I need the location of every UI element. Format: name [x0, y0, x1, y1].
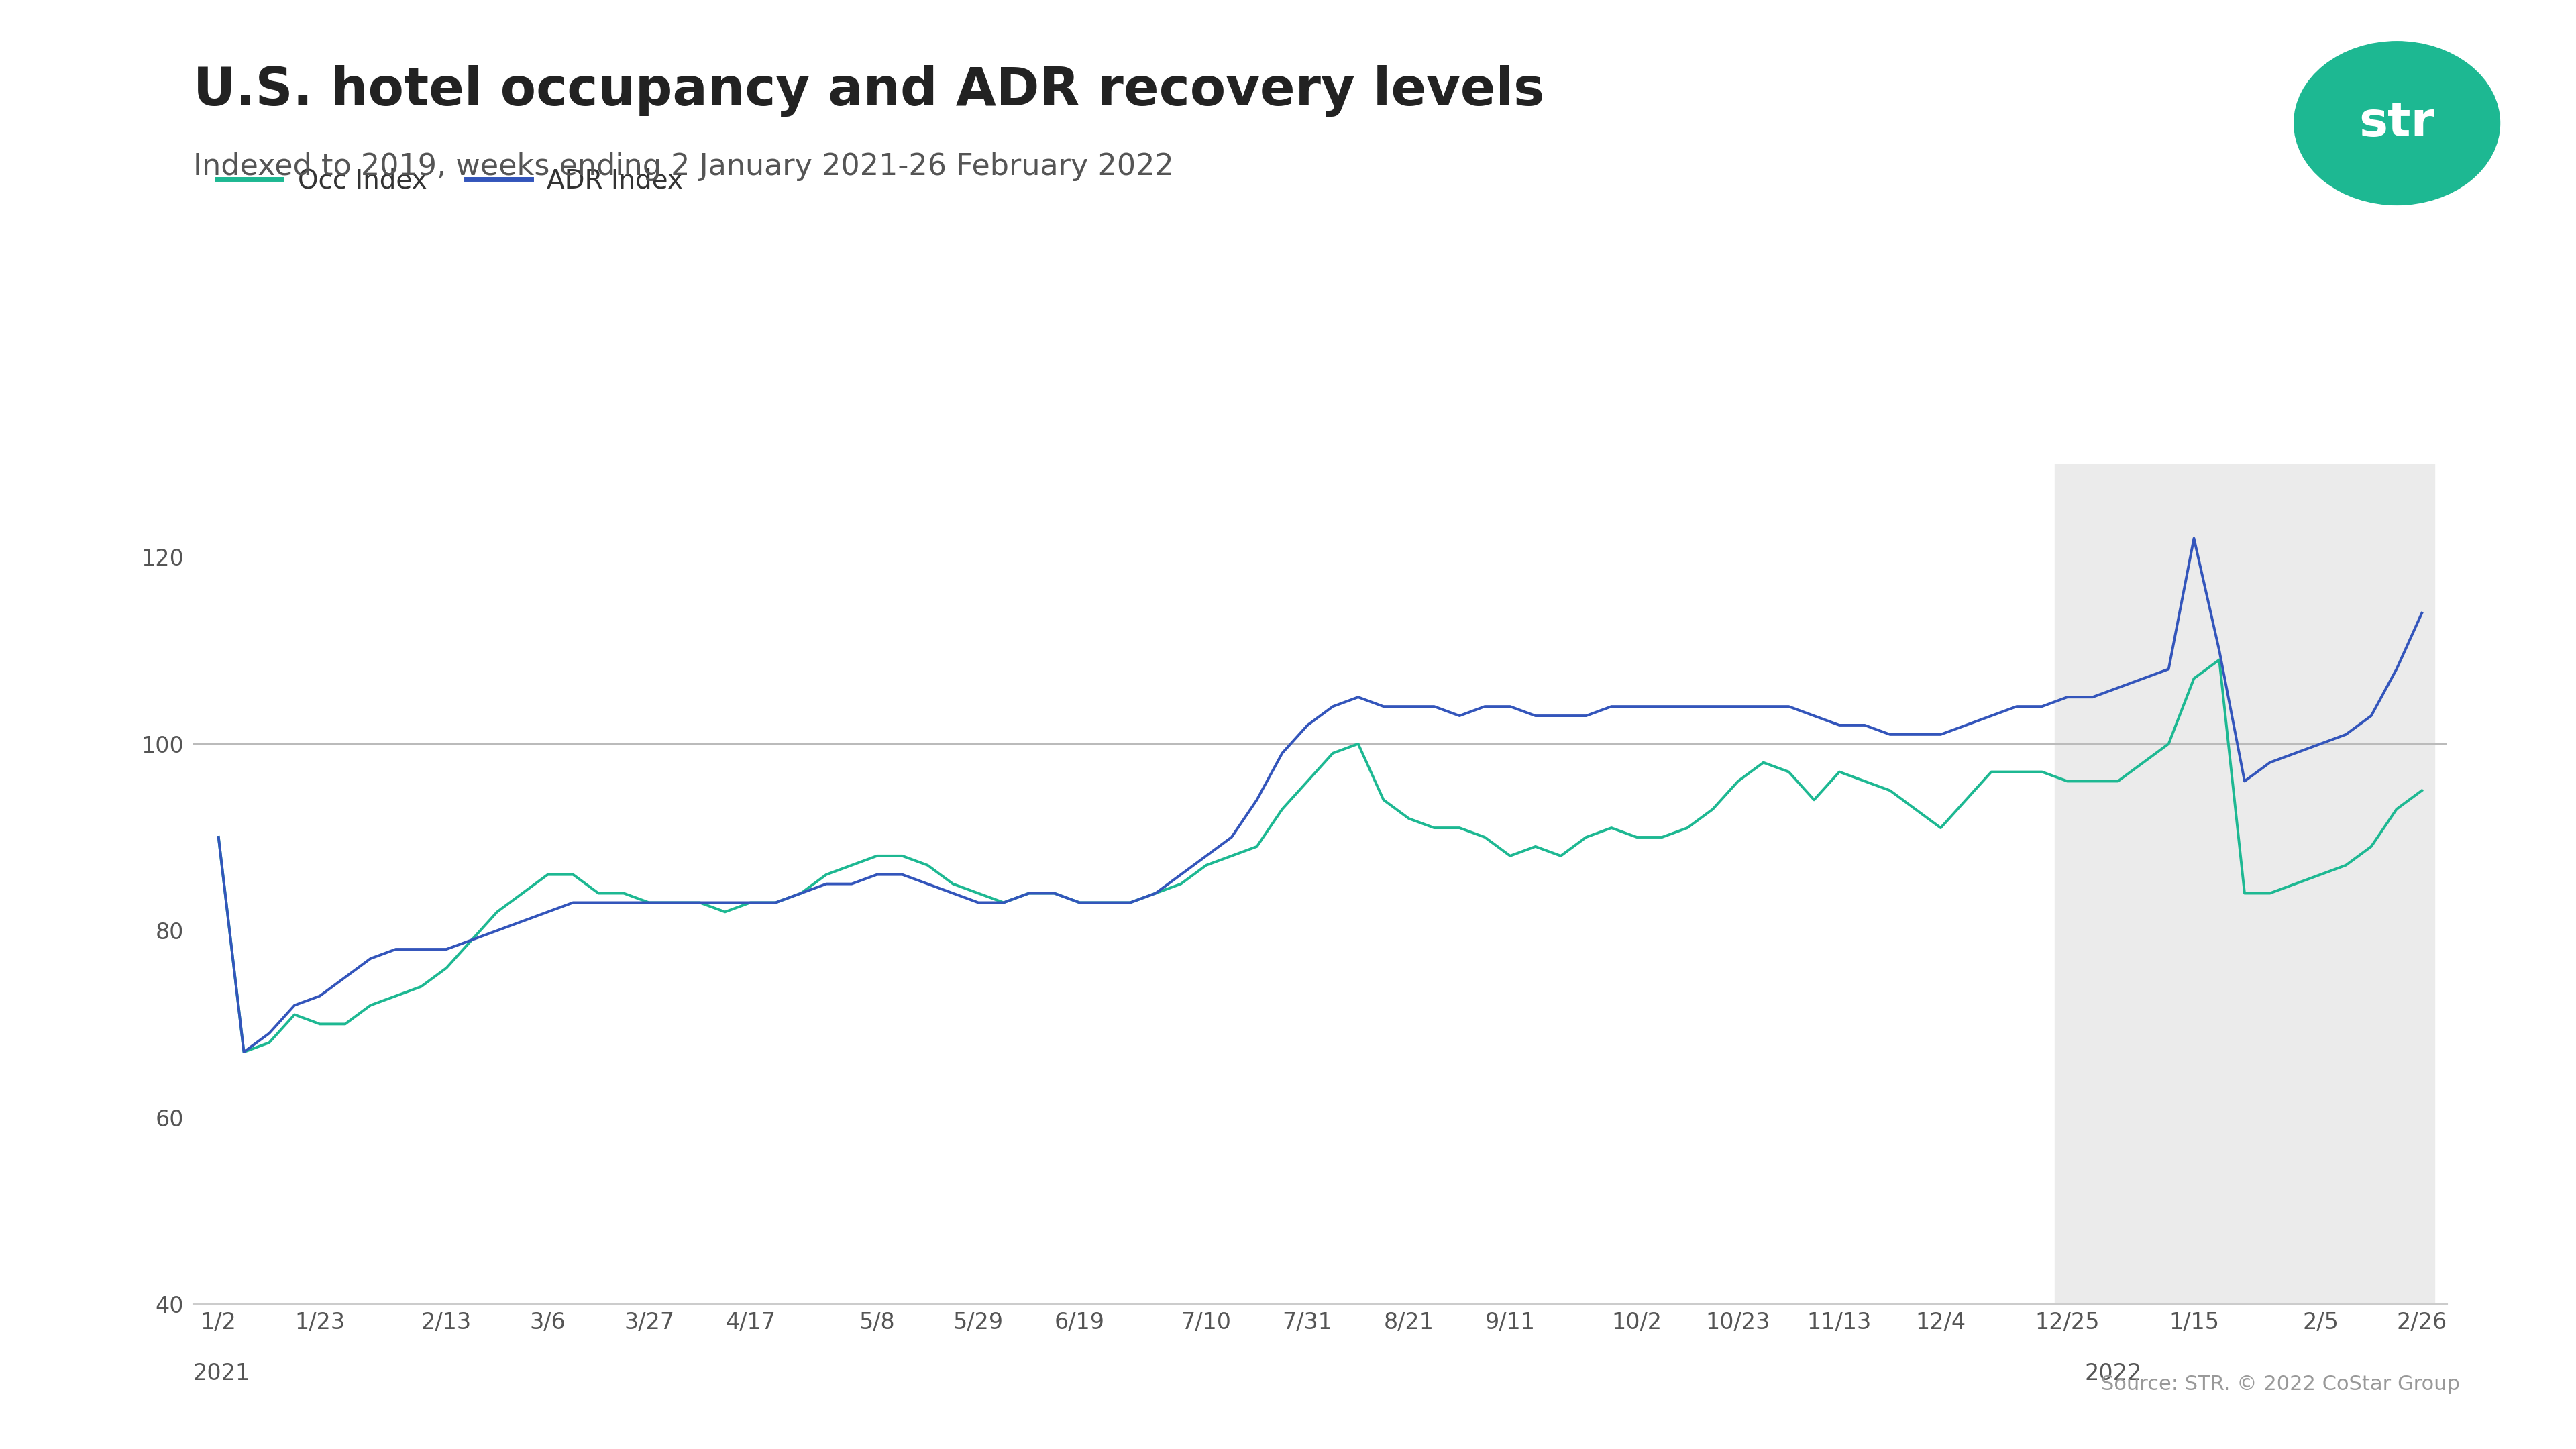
Text: str: str [2360, 100, 2434, 146]
Text: 2022: 2022 [2084, 1362, 2141, 1384]
Text: 2021: 2021 [193, 1362, 250, 1384]
Legend: Occ Index, ADR Index: Occ Index, ADR Index [206, 158, 693, 204]
Text: Source: STR. © 2022 CoStar Group: Source: STR. © 2022 CoStar Group [2102, 1375, 2460, 1394]
Text: U.S. hotel occupancy and ADR recovery levels: U.S. hotel occupancy and ADR recovery le… [193, 65, 1546, 117]
Bar [2056, 464, 2434, 1304]
Text: Indexed to 2019, weeks ending 2 January 2021-26 February 2022: Indexed to 2019, weeks ending 2 January … [193, 152, 1175, 181]
Circle shape [2295, 42, 2499, 204]
